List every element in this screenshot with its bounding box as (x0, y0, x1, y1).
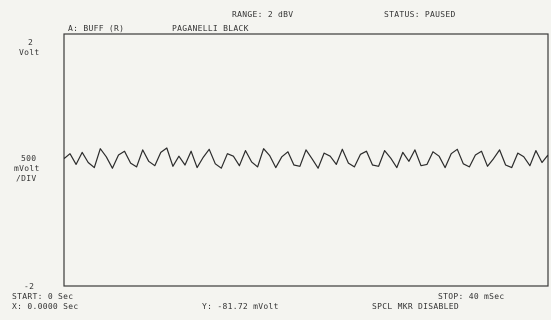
marker-x-readout: X: 0.0000 Sec (12, 302, 79, 311)
special-marker-status: SPCL MKR DISABLED (372, 302, 459, 311)
stop-readout: STOP: 40 mSec (438, 292, 505, 301)
y-bottom-value: -2 (24, 282, 35, 291)
source-label: PAGANELLI BLACK (172, 24, 249, 33)
plot-frame (63, 33, 549, 287)
marker-y-readout: Y: -81.72 mVolt (202, 302, 279, 311)
range-readout: RANGE: 2 dBV (232, 10, 294, 19)
y-scale-unit: mVolt (14, 164, 40, 173)
trace-label: A: BUFF (R) (68, 24, 125, 33)
y-scale-value: 500 (21, 154, 37, 163)
trace-line (63, 147, 549, 169)
status-readout: STATUS: PAUSED (384, 10, 456, 19)
y-top-unit: Volt (19, 48, 40, 57)
y-top-value: 2 (28, 38, 34, 47)
y-scale-per: /DIV (16, 174, 37, 183)
start-readout: START: 0 Sec (12, 292, 74, 301)
